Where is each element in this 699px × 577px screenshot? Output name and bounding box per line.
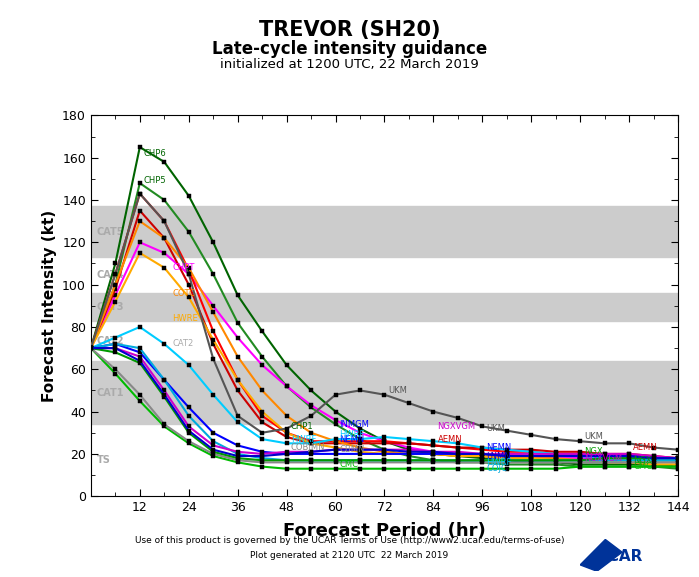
Y-axis label: Forecast Intensity (kt): Forecast Intensity (kt) xyxy=(41,210,57,402)
Polygon shape xyxy=(580,539,622,571)
Text: HWRF: HWRF xyxy=(340,430,365,439)
Text: CAT1: CAT1 xyxy=(97,388,124,398)
Text: Plot generated at 2120 UTC  22 March 2019: Plot generated at 2120 UTC 22 March 2019 xyxy=(250,550,449,560)
Text: CAT5: CAT5 xyxy=(97,227,124,237)
Text: HWRF: HWRF xyxy=(291,434,316,444)
Text: UKM: UKM xyxy=(389,386,408,395)
Text: UKM: UKM xyxy=(584,433,603,441)
Text: CBMN: CBMN xyxy=(340,445,365,454)
Text: CMC: CMC xyxy=(633,462,652,471)
Text: TS: TS xyxy=(97,455,111,465)
Text: NGX: NGX xyxy=(584,447,603,456)
Text: CAT2: CAT2 xyxy=(97,336,124,346)
X-axis label: Forecast Period (hr): Forecast Period (hr) xyxy=(283,522,486,541)
Text: CAT3: CAT3 xyxy=(97,302,124,312)
Text: CMC: CMC xyxy=(340,460,359,469)
Bar xyxy=(91,293,678,321)
Text: CHPT: CHPT xyxy=(173,263,195,272)
Text: HWRE: HWRE xyxy=(173,314,199,323)
Text: NGX: NGX xyxy=(633,456,651,464)
Text: NGXVGM: NGXVGM xyxy=(584,454,622,463)
Text: COBJMN: COBJMN xyxy=(291,443,325,452)
Text: CAT2: CAT2 xyxy=(173,339,194,349)
Text: CHP5: CHP5 xyxy=(144,177,166,185)
Text: TREVOR (SH20): TREVOR (SH20) xyxy=(259,20,440,40)
Text: initialized at 1200 UTC, 22 March 2019: initialized at 1200 UTC, 22 March 2019 xyxy=(220,58,479,71)
Text: CHP1: CHP1 xyxy=(291,422,313,431)
Text: HWRF: HWRF xyxy=(487,458,512,467)
Text: LNMN: LNMN xyxy=(487,452,511,460)
Text: CAT4: CAT4 xyxy=(97,270,124,280)
Text: Use of this product is governed by the UCAR Terms of Use (http://www2.ucar.edu/t: Use of this product is governed by the U… xyxy=(135,536,564,545)
Text: UKM: UKM xyxy=(487,424,505,433)
Text: AEMN: AEMN xyxy=(633,443,658,452)
Text: NGXVGM: NGXVGM xyxy=(438,422,475,431)
Bar xyxy=(91,361,678,424)
Text: COTC: COTC xyxy=(173,288,195,298)
Text: AEMN: AEMN xyxy=(438,434,462,444)
Text: Late-cycle intensity guidance: Late-cycle intensity guidance xyxy=(212,40,487,58)
Text: NEMN: NEMN xyxy=(487,443,512,452)
Bar xyxy=(91,207,678,257)
Text: INMGM: INMGM xyxy=(340,420,370,429)
Text: COJC: COJC xyxy=(487,464,507,473)
Text: CHP6: CHP6 xyxy=(144,149,166,158)
Text: NCAR: NCAR xyxy=(596,549,643,564)
Text: NEMN: NEMN xyxy=(340,434,365,444)
